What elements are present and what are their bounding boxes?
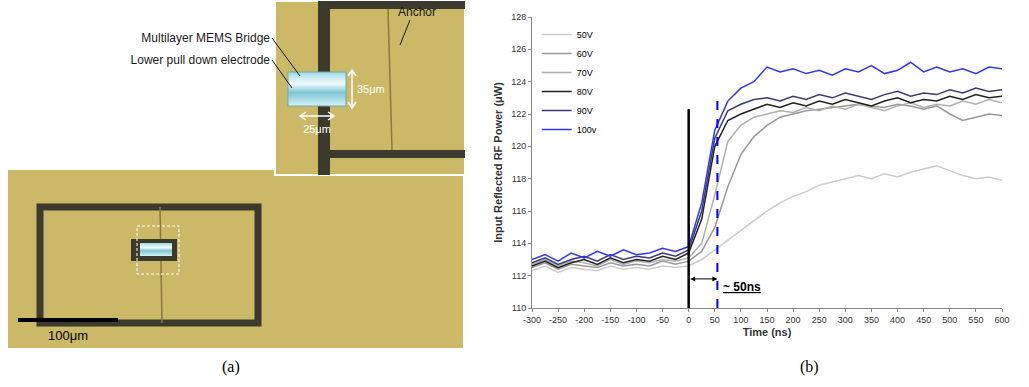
svg-text:Multilayer MEMS Bridge: Multilayer MEMS Bridge bbox=[141, 31, 270, 45]
svg-text:70V: 70V bbox=[577, 68, 593, 78]
svg-text:350: 350 bbox=[864, 315, 879, 325]
svg-text:-200: -200 bbox=[575, 315, 593, 325]
svg-text:~ 50ns: ~ 50ns bbox=[723, 280, 761, 294]
svg-text:50V: 50V bbox=[577, 30, 593, 40]
svg-text:-250: -250 bbox=[549, 315, 567, 325]
svg-text:124: 124 bbox=[511, 77, 526, 87]
svg-text:90V: 90V bbox=[577, 106, 593, 116]
svg-text:110: 110 bbox=[512, 303, 526, 313]
svg-text:-100: -100 bbox=[627, 315, 645, 325]
svg-text:Lower pull down electrode: Lower pull down electrode bbox=[131, 53, 271, 67]
svg-text:100μm: 100μm bbox=[48, 328, 88, 343]
svg-text:112: 112 bbox=[512, 271, 526, 281]
svg-text:100v: 100v bbox=[577, 125, 597, 135]
svg-text:500: 500 bbox=[942, 315, 957, 325]
svg-text:120: 120 bbox=[511, 141, 526, 151]
svg-text:122: 122 bbox=[511, 109, 526, 119]
svg-text:0: 0 bbox=[686, 315, 691, 325]
svg-text:-300: -300 bbox=[523, 315, 541, 325]
svg-text:Time (ns): Time (ns) bbox=[743, 326, 792, 338]
svg-text:400: 400 bbox=[890, 315, 905, 325]
svg-text:25μm: 25μm bbox=[303, 123, 331, 135]
svg-text:35μm: 35μm bbox=[357, 83, 385, 95]
svg-text:-150: -150 bbox=[601, 315, 619, 325]
svg-text:100: 100 bbox=[733, 315, 748, 325]
svg-text:450: 450 bbox=[916, 315, 931, 325]
html-text:(b): (b) bbox=[800, 358, 819, 375]
svg-text:Input Reflected RF Power (μW): Input Reflected RF Power (μW) bbox=[492, 82, 504, 243]
svg-text:-50: -50 bbox=[656, 315, 669, 325]
svg-text:250: 250 bbox=[812, 315, 827, 325]
svg-text:80V: 80V bbox=[577, 87, 593, 97]
svg-text:114: 114 bbox=[512, 238, 526, 248]
html-text:(a): (a) bbox=[222, 358, 240, 375]
svg-text:126: 126 bbox=[511, 44, 526, 54]
svg-text:550: 550 bbox=[968, 315, 983, 325]
svg-text:118: 118 bbox=[512, 174, 526, 184]
svg-text:116: 116 bbox=[512, 206, 526, 216]
svg-text:128: 128 bbox=[511, 12, 526, 22]
svg-text:200: 200 bbox=[786, 315, 801, 325]
svg-text:150: 150 bbox=[759, 315, 774, 325]
svg-text:600: 600 bbox=[994, 315, 1009, 325]
svg-text:Anchor: Anchor bbox=[398, 5, 436, 19]
svg-text:300: 300 bbox=[838, 315, 853, 325]
svg-text:50: 50 bbox=[710, 315, 720, 325]
svg-text:60V: 60V bbox=[577, 49, 593, 59]
